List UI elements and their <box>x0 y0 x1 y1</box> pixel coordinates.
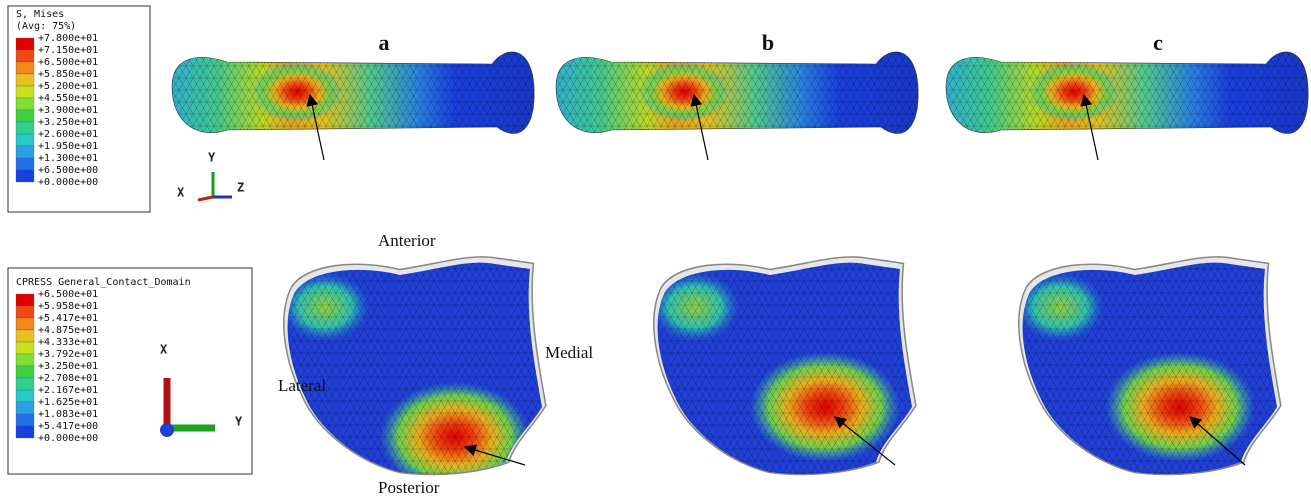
legend-label: +6.500e+00 <box>38 165 98 176</box>
legend-label: +5.417e+01 <box>38 313 98 324</box>
legend-label: +3.250e+01 <box>38 117 98 128</box>
mesh <box>1015 257 1285 482</box>
legend-swatch <box>16 294 34 306</box>
axis-label: X <box>177 186 185 200</box>
legend-swatch <box>16 158 34 170</box>
legend-label: +4.875e+01 <box>38 325 98 336</box>
page: {"panels": ["a", "b", "c"], "legend_mise… <box>0 0 1311 500</box>
legend-swatch <box>16 306 34 318</box>
bone-model <box>556 42 921 142</box>
legend-swatch <box>16 134 34 146</box>
orientation-label: Medial <box>545 343 593 362</box>
legend-label: +5.850e+01 <box>38 69 98 80</box>
legend-label: +7.800e+01 <box>38 33 98 44</box>
legend-title: CPRESS General_Contact_Domain <box>16 277 191 288</box>
legend-label: +3.792e+01 <box>38 349 98 360</box>
legend-swatch <box>16 390 34 402</box>
legend-title: S, Mises <box>16 9 64 20</box>
figure: S, Mises(Avg: 75%)+7.800e+01+7.150e+01+6… <box>0 0 1311 500</box>
mesh <box>280 257 550 482</box>
legend-label: +2.708e+01 <box>38 373 98 384</box>
plateau-model <box>1015 257 1285 482</box>
legend-swatch <box>16 318 34 330</box>
panel-label: a <box>379 30 390 55</box>
axis-label: Y <box>235 415 243 429</box>
mesh <box>650 257 920 482</box>
legend-label: +1.083e+01 <box>38 409 98 420</box>
legend-label: +5.417e+00 <box>38 421 98 432</box>
legend-swatch <box>16 62 34 74</box>
bone-model <box>172 42 537 142</box>
plateau-model <box>280 257 550 492</box>
legend-label: +4.333e+01 <box>38 337 98 348</box>
pressure-zone <box>650 257 920 482</box>
orientation-label: Lateral <box>278 376 326 395</box>
legend-label: +3.900e+01 <box>38 105 98 116</box>
legend-swatch <box>16 110 34 122</box>
legend-swatch <box>16 354 34 366</box>
legend-label: +6.500e+01 <box>38 57 98 68</box>
legend-label: +3.250e+01 <box>38 361 98 372</box>
pressure-zone <box>1015 257 1285 482</box>
legend-swatch <box>16 122 34 134</box>
legend-swatch <box>16 98 34 110</box>
legend-label: +1.300e+01 <box>38 153 98 164</box>
legend-label: +0.000e+00 <box>38 433 98 444</box>
axis-arrow <box>198 197 213 200</box>
legend-swatch <box>16 74 34 86</box>
legend-label: +7.150e+01 <box>38 45 98 56</box>
plateau-model <box>650 257 920 482</box>
legend-swatch <box>16 426 34 438</box>
panel-label: c <box>1153 30 1163 55</box>
axis-label: Y <box>208 151 216 165</box>
orientation-label: Posterior <box>378 478 440 497</box>
legend-label: +4.550e+01 <box>38 93 98 104</box>
legend-label: +0.000e+00 <box>38 177 98 188</box>
legend-label: +5.958e+01 <box>38 301 98 312</box>
bone-model <box>946 42 1311 142</box>
legend-label: +2.600e+01 <box>38 129 98 140</box>
legend-swatch <box>16 146 34 158</box>
legend-swatch <box>16 170 34 182</box>
legend-swatch <box>16 330 34 342</box>
axis-origin <box>160 423 174 437</box>
legend-swatch <box>16 38 34 50</box>
panel-label: b <box>762 30 774 55</box>
legend-swatch <box>16 342 34 354</box>
legend-title: (Avg: 75%) <box>16 21 76 32</box>
legend-label: +1.625e+01 <box>38 397 98 408</box>
legend-swatch <box>16 414 34 426</box>
legend-label: +2.167e+01 <box>38 385 98 396</box>
legend-swatch <box>16 86 34 98</box>
orientation-label: Anterior <box>378 231 436 250</box>
legend-label: +6.500e+01 <box>38 289 98 300</box>
axis-label: X <box>160 343 168 357</box>
legend-label: +1.950e+01 <box>38 141 98 152</box>
legend-label: +5.200e+01 <box>38 81 98 92</box>
legend-swatch <box>16 50 34 62</box>
legend-swatch <box>16 366 34 378</box>
axis-label: Z <box>237 181 244 195</box>
legend-swatch <box>16 378 34 390</box>
legend-swatch <box>16 402 34 414</box>
